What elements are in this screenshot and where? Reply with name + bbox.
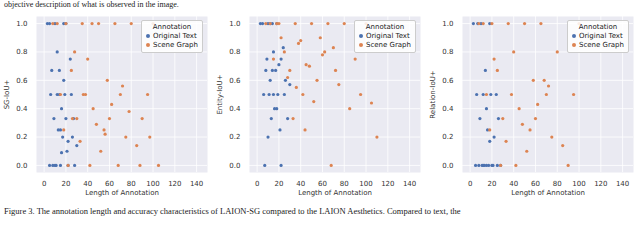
svg-text:0.0: 0.0: [442, 162, 453, 170]
html-text:Scene Graph: Scene Graph: [366, 41, 411, 49]
html-text:Annotation: Annotation: [365, 23, 405, 31]
svg-text:0: 0: [42, 180, 46, 188]
svg-text:120: 120: [168, 180, 181, 188]
svg-text:20: 20: [274, 180, 283, 188]
html-text:Original Text: Original Text: [366, 32, 410, 40]
html-text:Figure 3. The annotation lengt: Figure 3. The annotation length and accu…: [4, 206, 461, 216]
svg-text:100: 100: [572, 180, 585, 188]
svg-text:20: 20: [61, 180, 70, 188]
svg-text:120: 120: [381, 180, 394, 188]
html-text:Scene Graph: Scene Graph: [153, 41, 198, 49]
svg-text:0.8: 0.8: [442, 48, 453, 56]
svg-text:SG-IoU+: SG-IoU+: [3, 80, 11, 110]
svg-text:0.6: 0.6: [229, 77, 241, 85]
svg-text:Relation-IoU+: Relation-IoU+: [429, 70, 437, 118]
svg-text:60: 60: [105, 180, 114, 188]
html-text:Annotation: Annotation: [152, 23, 192, 31]
svg-text:0: 0: [468, 180, 472, 188]
html-text:Scene Graph: Scene Graph: [579, 41, 624, 49]
svg-text:1.0: 1.0: [16, 20, 27, 28]
svg-text:0.2: 0.2: [442, 133, 453, 141]
svg-text:80: 80: [340, 180, 349, 188]
svg-text:120: 120: [594, 180, 607, 188]
svg-text:0.0: 0.0: [229, 162, 240, 170]
svg-text:0.6: 0.6: [16, 77, 28, 85]
html-text:Original Text: Original Text: [579, 32, 623, 40]
svg-text:20: 20: [487, 180, 496, 188]
svg-text:0.4: 0.4: [16, 105, 28, 113]
svg-text:0.6: 0.6: [442, 77, 454, 85]
svg-text:Length of Annotation: Length of Annotation: [511, 189, 585, 197]
svg-text:140: 140: [616, 180, 629, 188]
svg-text:0.4: 0.4: [442, 105, 454, 113]
svg-text:100: 100: [359, 180, 372, 188]
svg-text:0.0: 0.0: [16, 162, 27, 170]
svg-text:1.0: 1.0: [229, 20, 240, 28]
svg-text:140: 140: [403, 180, 416, 188]
svg-text:140: 140: [190, 180, 203, 188]
svg-text:0.2: 0.2: [16, 133, 27, 141]
svg-text:60: 60: [531, 180, 540, 188]
svg-text:40: 40: [509, 180, 518, 188]
svg-text:40: 40: [296, 180, 305, 188]
svg-text:0.2: 0.2: [229, 133, 240, 141]
svg-text:Entity-IoU+: Entity-IoU+: [216, 74, 224, 114]
svg-text:1.0: 1.0: [442, 20, 453, 28]
svg-text:0.8: 0.8: [229, 48, 240, 56]
svg-text:Length of Annotation: Length of Annotation: [85, 189, 159, 197]
html-text:Annotation: Annotation: [578, 23, 618, 31]
svg-text:40: 40: [83, 180, 92, 188]
svg-text:80: 80: [127, 180, 136, 188]
svg-text:60: 60: [318, 180, 327, 188]
svg-text:100: 100: [146, 180, 159, 188]
svg-text:0: 0: [255, 180, 259, 188]
svg-text:80: 80: [553, 180, 562, 188]
svg-text:0.4: 0.4: [229, 105, 241, 113]
html-text:objective description of what: objective description of what is observe…: [4, 0, 179, 9]
svg-text:Length of Annotation: Length of Annotation: [298, 189, 372, 197]
html-text:Original Text: Original Text: [153, 32, 197, 40]
svg-text:0.8: 0.8: [16, 48, 27, 56]
